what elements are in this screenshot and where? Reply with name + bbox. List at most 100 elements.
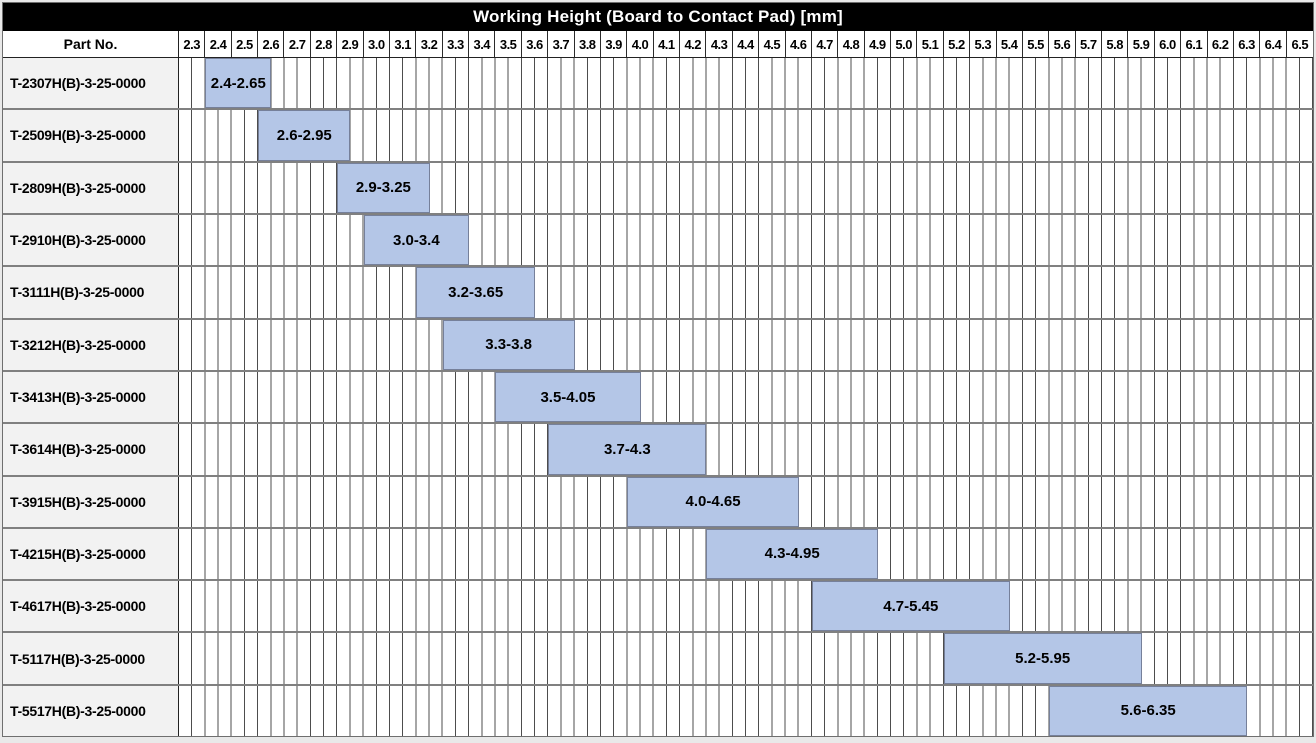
chart-body: T-2307H(B)-3-25-0000 2.4-2.65 T-2509H(B)… bbox=[3, 58, 1313, 737]
axis-tick: 2.4 bbox=[205, 31, 232, 57]
range-bar-label: 4.0-4.65 bbox=[685, 493, 741, 511]
part-no-cell: T-3915H(B)-3-25-0000 bbox=[3, 476, 179, 527]
row-chart-area: 3.2-3.65 bbox=[179, 267, 1313, 318]
axis-tick: 5.4 bbox=[997, 31, 1023, 57]
axis-tick: 4.8 bbox=[838, 31, 865, 57]
range-bar: 5.2-5.95 bbox=[943, 633, 1142, 684]
range-bar: 3.2-3.65 bbox=[416, 267, 536, 318]
range-bar-label: 4.7-5.45 bbox=[883, 597, 939, 615]
axis-tick: 3.5 bbox=[495, 31, 522, 57]
axis-tick: 6.1 bbox=[1181, 31, 1208, 57]
table-row: T-2307H(B)-3-25-0000 2.4-2.65 bbox=[3, 58, 1313, 111]
axis-tick: 4.4 bbox=[733, 31, 760, 57]
axis-tick: 4.2 bbox=[680, 31, 707, 57]
table-row: T-4617H(B)-3-25-0000 4.7-5.45 bbox=[3, 581, 1313, 634]
range-bar: 5.6-6.35 bbox=[1049, 685, 1248, 737]
part-no-cell: T-4617H(B)-3-25-0000 bbox=[3, 581, 179, 632]
axis-tick: 6.3 bbox=[1234, 31, 1261, 57]
row-chart-area: 5.2-5.95 bbox=[179, 633, 1313, 684]
axis-tick: 5.1 bbox=[917, 31, 944, 57]
axis-tick: 5.8 bbox=[1102, 31, 1129, 57]
table-row: T-5517H(B)-3-25-0000 5.6-6.35 bbox=[3, 685, 1313, 737]
range-bar: 4.3-4.95 bbox=[706, 528, 878, 580]
chart-title-bar: Working Height (Board to Contact Pad) [m… bbox=[3, 3, 1313, 31]
range-bar-label: 3.3-3.8 bbox=[485, 336, 532, 354]
range-bar: 3.7-4.3 bbox=[548, 424, 707, 475]
row-chart-area: 3.0-3.4 bbox=[179, 214, 1313, 266]
range-bar-label: 3.7-4.3 bbox=[603, 440, 651, 458]
range-bar-label: 3.5-4.05 bbox=[540, 388, 596, 406]
range-bar-label: 5.6-6.35 bbox=[1120, 702, 1176, 720]
axis-tick: 5.0 bbox=[891, 31, 918, 57]
axis-tick: 2.5 bbox=[232, 31, 259, 57]
row-chart-area: 4.0-4.65 bbox=[179, 476, 1313, 527]
axis-tick-row: 2.3 2.4 2.5 2.6 2.7 2.8 2.9 3.0 3.1 3.2 3.3 3.4 3.5 3… bbox=[179, 31, 1313, 57]
axis-tick: 2.7 bbox=[284, 31, 311, 57]
range-bar: 3.5-4.05 bbox=[495, 371, 641, 423]
part-no-cell: T-2307H(B)-3-25-0000 bbox=[3, 58, 179, 109]
axis-tick: 5.2 bbox=[944, 31, 971, 57]
axis-tick: 6.5 bbox=[1291, 36, 1309, 52]
row-chart-area: 4.3-4.95 bbox=[179, 528, 1313, 580]
range-bar-label: 4.3-4.95 bbox=[764, 545, 820, 563]
range-bar: 2.9-3.25 bbox=[337, 162, 430, 213]
axis-tick: 5.6 bbox=[1049, 31, 1076, 57]
table-row: T-2509H(B)-3-25-0000 2.6-2.95 bbox=[3, 110, 1313, 163]
range-bar-label: 2.6-2.95 bbox=[276, 126, 332, 144]
row-chart-area: 3.3-3.8 bbox=[179, 319, 1313, 370]
part-no-cell: T-2509H(B)-3-25-0000 bbox=[3, 110, 179, 161]
range-bar: 4.0-4.65 bbox=[627, 476, 799, 527]
axis-tick: 5.7 bbox=[1076, 31, 1103, 57]
axis-tick: 4.5 bbox=[759, 31, 786, 57]
range-bar: 2.6-2.95 bbox=[258, 110, 351, 161]
row-chart-area: 2.4-2.65 bbox=[179, 58, 1313, 109]
axis-tick: 2.8 bbox=[311, 31, 338, 57]
axis-tick: 4.3 bbox=[706, 31, 733, 57]
axis-tick: 5.9 bbox=[1128, 31, 1155, 57]
axis-tick: 3.0 bbox=[364, 31, 390, 57]
row-chart-area: 2.9-3.25 bbox=[179, 162, 1313, 213]
row-chart-area: 3.7-4.3 bbox=[179, 424, 1313, 475]
axis-tick: 3.8 bbox=[575, 31, 601, 57]
row-chart-area: 5.6-6.35 bbox=[179, 685, 1313, 737]
axis-tick: 3.2 bbox=[416, 31, 443, 57]
axis-tick: 2.9 bbox=[337, 31, 364, 57]
axis-tick: 3.1 bbox=[390, 31, 417, 57]
part-no-cell: T-3413H(B)-3-25-0000 bbox=[3, 371, 179, 423]
chart-title: Working Height (Board to Contact Pad) [m… bbox=[473, 7, 843, 26]
table-row: T-3915H(B)-3-25-0000 4.0-4.65 bbox=[3, 476, 1313, 529]
axis-tick: 2.6 bbox=[258, 31, 285, 57]
axis-tick: 4.1 bbox=[654, 31, 681, 57]
table-row: T-3212H(B)-3-25-0000 3.3-3.8 bbox=[3, 319, 1313, 372]
range-bar-label: 2.9-3.25 bbox=[355, 179, 411, 197]
part-no-cell: T-2809H(B)-3-25-0000 bbox=[3, 162, 179, 213]
part-no-cell: T-2910H(B)-3-25-0000 bbox=[3, 214, 179, 266]
part-no-cell: T-5517H(B)-3-25-0000 bbox=[3, 685, 179, 737]
table-row: T-4215H(B)-3-25-0000 4.3-4.95 bbox=[3, 528, 1313, 582]
axis-tick: 3.9 bbox=[601, 31, 628, 57]
range-bar: 3.0-3.4 bbox=[363, 214, 470, 266]
table-row: T-2809H(B)-3-25-0000 2.9-3.25 bbox=[3, 162, 1313, 215]
row-chart-area: 3.5-4.05 bbox=[179, 371, 1313, 423]
range-bar-label: 2.4-2.65 bbox=[210, 74, 266, 92]
axis-tick: 4.0 bbox=[627, 31, 654, 57]
part-no-cell: T-4215H(B)-3-25-0000 bbox=[3, 528, 179, 580]
part-no-header: Part No. bbox=[3, 31, 179, 57]
axis-tick: 3.3 bbox=[443, 31, 470, 57]
table-row: T-3413H(B)-3-25-0000 3.5-4.05 bbox=[3, 371, 1313, 425]
part-no-cell: T-3212H(B)-3-25-0000 bbox=[3, 319, 179, 370]
table-row: T-3614H(B)-3-25-0000 3.7-4.3 bbox=[3, 424, 1313, 477]
axis-tick: 4.9 bbox=[865, 31, 892, 57]
range-bar: 3.3-3.8 bbox=[442, 319, 575, 370]
range-bar-label: 3.0-3.4 bbox=[392, 231, 440, 249]
axis-tick: 3.7 bbox=[548, 31, 575, 57]
range-bar-label: 5.2-5.95 bbox=[1015, 650, 1071, 668]
range-bar: 4.7-5.45 bbox=[811, 581, 1010, 632]
axis-tick: 5.3 bbox=[970, 31, 997, 57]
part-no-cell: T-3614H(B)-3-25-0000 bbox=[3, 424, 179, 475]
table-row: T-5117H(B)-3-25-0000 5.2-5.95 bbox=[3, 633, 1313, 686]
row-chart-area: 4.7-5.45 bbox=[179, 581, 1313, 632]
axis-tick: 6.0 bbox=[1155, 31, 1182, 57]
axis-tick: 6.2 bbox=[1208, 31, 1234, 57]
